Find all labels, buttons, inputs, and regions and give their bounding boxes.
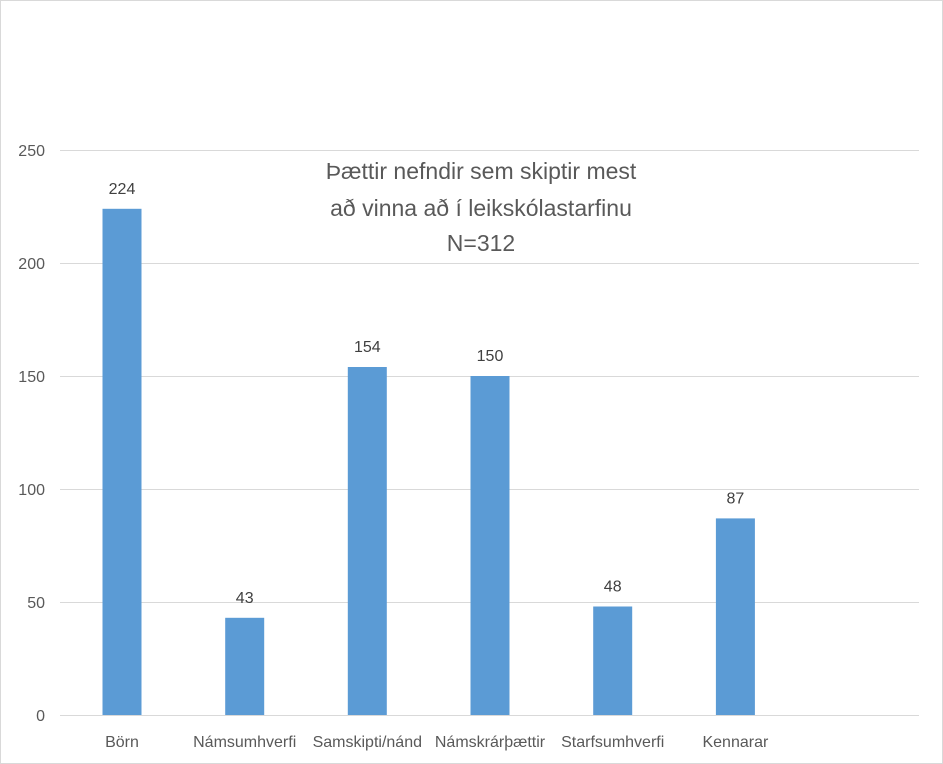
chart-title-line-2: að vinna að í leikskólastarfinu: [330, 195, 632, 221]
chart-title-line-3: N=312: [447, 230, 515, 256]
chart-title: Þættir nefndir sem skiptir mest að vinna…: [326, 158, 637, 256]
bars: [102, 208, 755, 716]
x-category-label: Kennarar: [702, 734, 768, 751]
bar: [470, 376, 510, 715]
data-label: 150: [477, 348, 504, 365]
x-category-label: Börn: [105, 734, 139, 751]
x-axis-category-labels: Börn Námsumhverfi Samskipti/nánd Námskrárþæ…: [105, 734, 769, 751]
data-label: 224: [109, 181, 136, 198]
data-labels: 224 43 154 150 48 87: [109, 181, 745, 607]
x-category-label: Starfsumhverfi: [561, 734, 664, 751]
y-tick-label: 150: [18, 369, 45, 386]
bar: [225, 617, 265, 715]
y-tick-label: 0: [36, 708, 45, 725]
data-label: 48: [604, 579, 622, 596]
data-label: 154: [354, 339, 381, 356]
y-tick-label: 50: [27, 595, 45, 612]
x-category-label: Námsumhverfi: [193, 734, 296, 751]
data-label: 87: [727, 490, 745, 507]
x-category-label: Námskrárþættir: [435, 734, 546, 751]
bar: [593, 606, 633, 715]
bar: [347, 367, 387, 715]
bar: [102, 208, 142, 716]
x-category-label: Samskipti/nánd: [313, 734, 422, 751]
y-tick-label: 200: [18, 256, 45, 273]
data-label: 43: [236, 590, 254, 607]
bar: [715, 518, 755, 715]
chart-title-line-1: Þættir nefndir sem skiptir mest: [326, 158, 637, 184]
y-tick-label: 250: [18, 143, 45, 160]
y-axis-tick-labels: 0 50 100 150 200 250: [18, 143, 45, 725]
y-tick-label: 100: [18, 482, 45, 499]
